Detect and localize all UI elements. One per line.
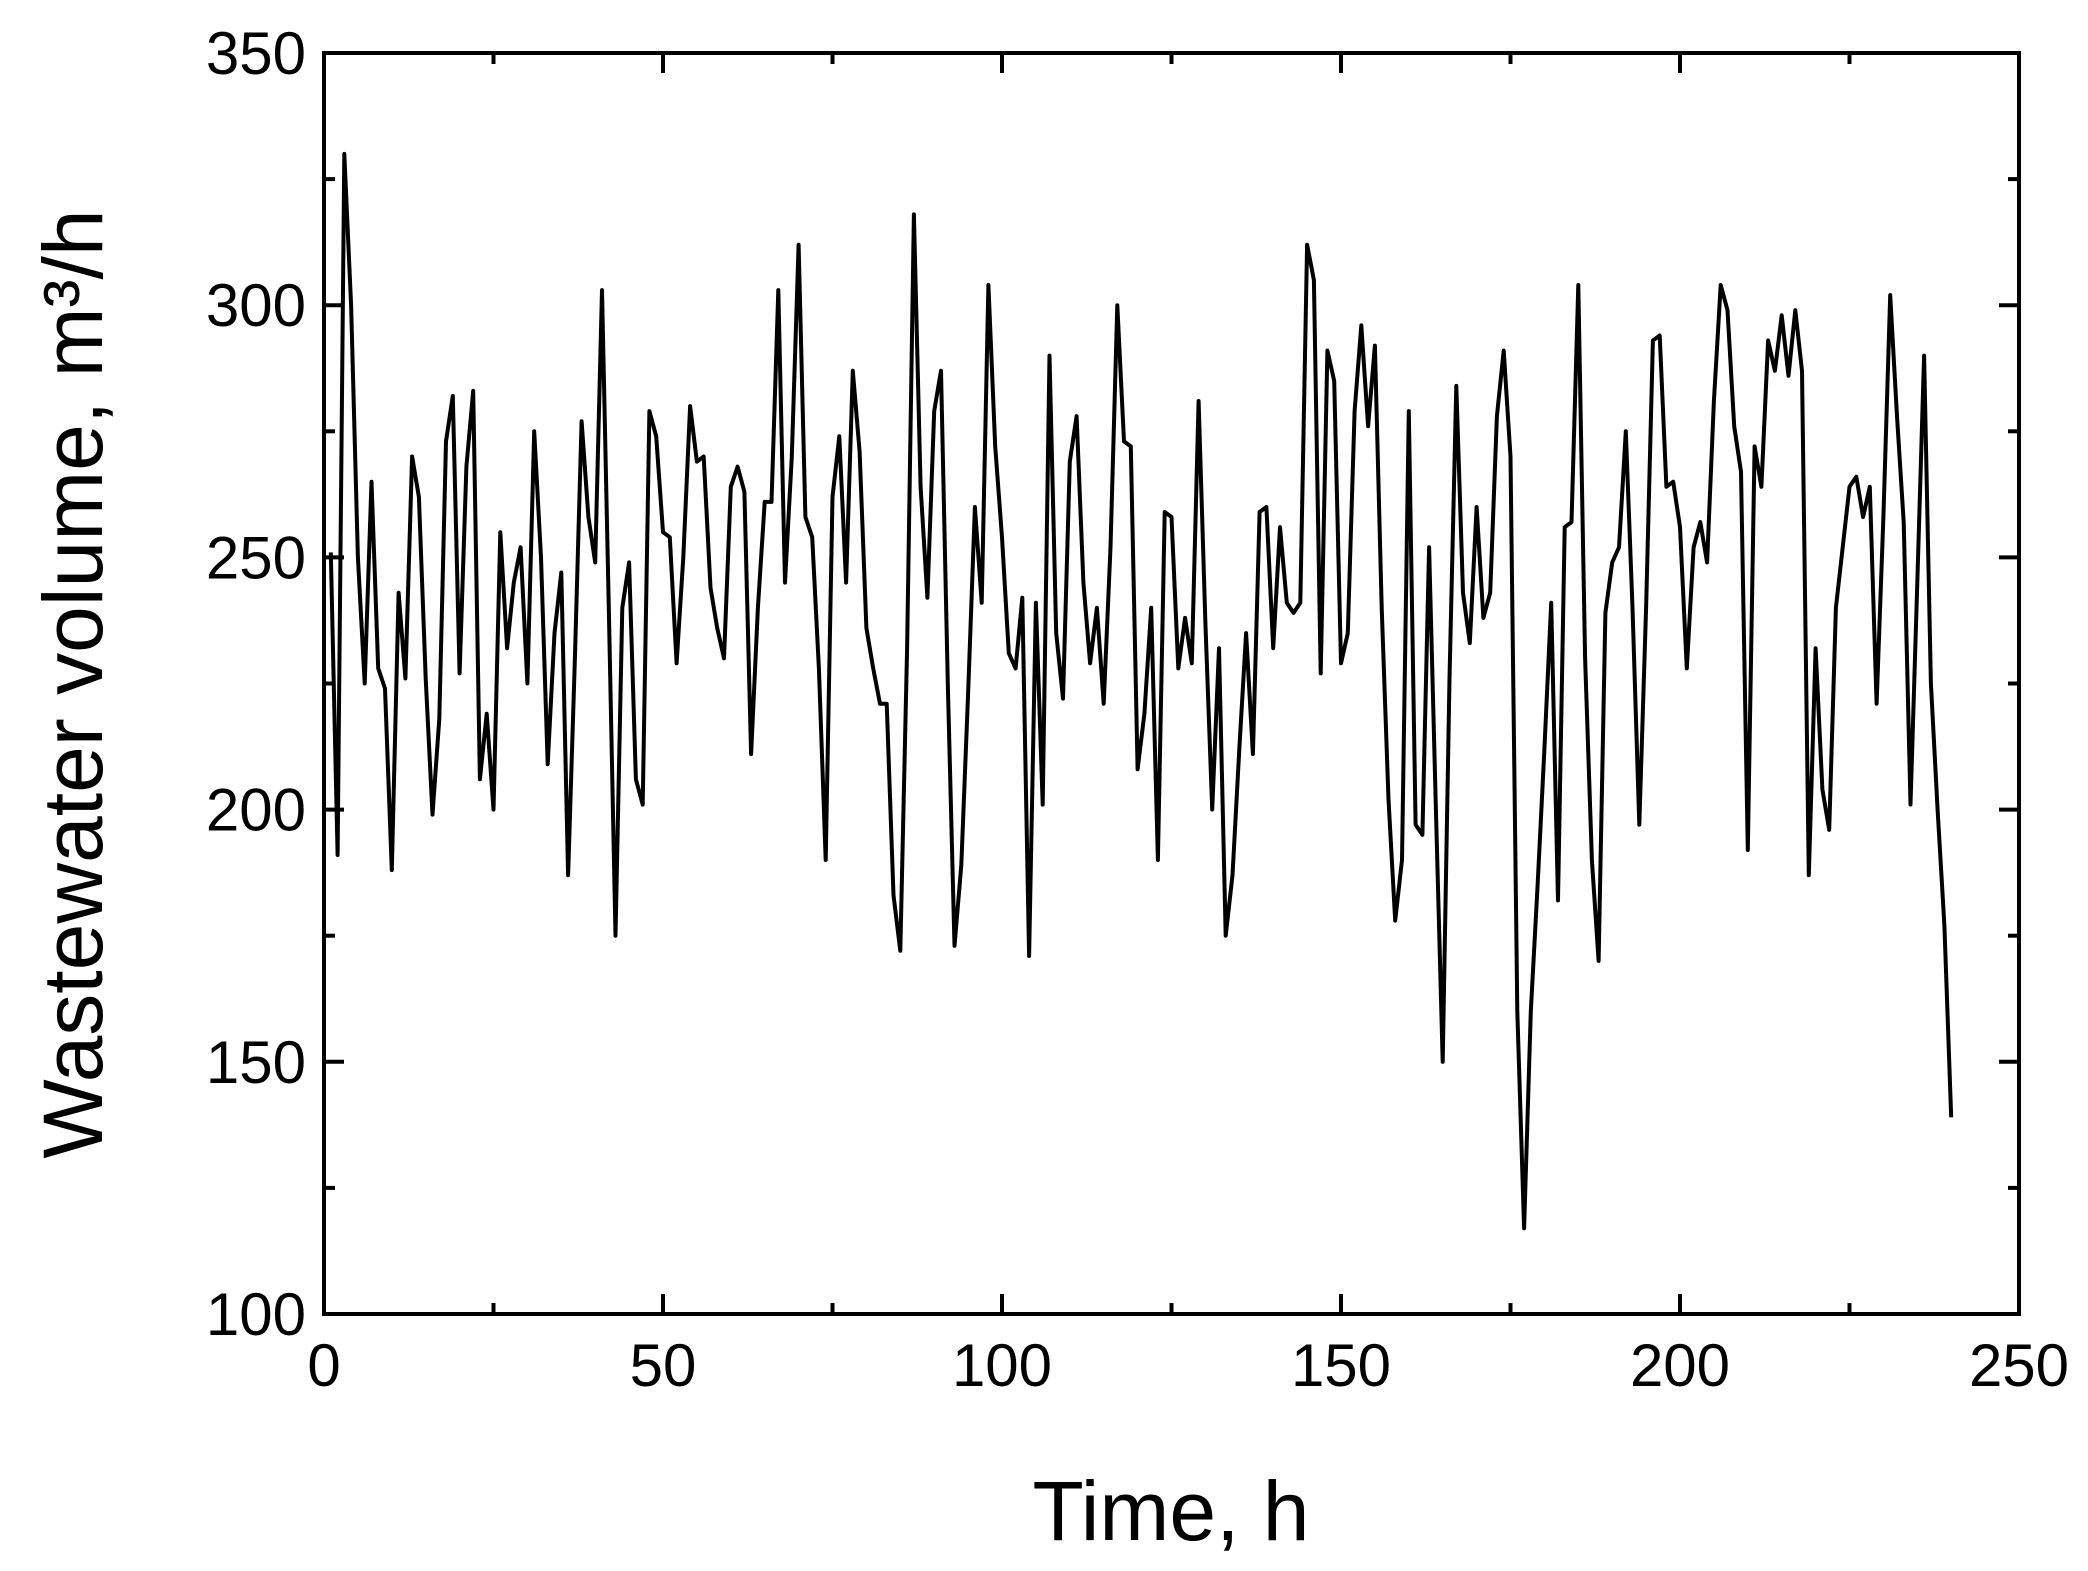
y-tick-label: 300 (206, 272, 306, 339)
x-tick-label: 250 (1969, 1332, 2069, 1399)
x-tick-label: 200 (1630, 1332, 1730, 1399)
y-axis-title: Wastewater volume, m³/h (26, 209, 120, 1158)
x-tick-label: 50 (630, 1332, 697, 1399)
y-tick-label: 100 (206, 1281, 306, 1348)
y-tick-label: 250 (206, 524, 306, 591)
plot-frame (322, 51, 2021, 1316)
y-tick-label: 200 (206, 777, 306, 844)
x-tick-label: 100 (952, 1332, 1052, 1399)
x-tick-label: 150 (1291, 1332, 1391, 1399)
x-tick-label: 0 (307, 1332, 340, 1399)
x-axis-title: Time, h (1033, 1464, 1310, 1558)
y-tick-label: 350 (206, 20, 306, 87)
data-line (328, 151, 1954, 1231)
y-tick-label: 150 (206, 1029, 306, 1096)
